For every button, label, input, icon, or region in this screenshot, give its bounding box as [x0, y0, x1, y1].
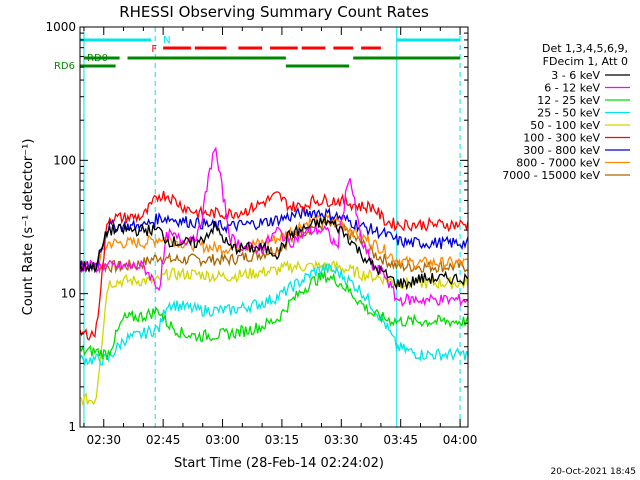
x-axis-label: Start Time (28-Feb-14 02:24:02) — [174, 456, 384, 471]
generation-timestamp: 20-Oct-2021 18:45 — [550, 467, 636, 477]
legend-header-line: FDecim 1, Att 0 — [543, 55, 628, 68]
x-tick-label: 04:00 — [443, 433, 478, 447]
x-tick-label: 03:45 — [383, 433, 418, 447]
series-line-3to6keV — [80, 216, 468, 291]
legend-entry-label: 50 - 100 keV — [530, 119, 600, 132]
status-label-n: N — [163, 35, 170, 46]
legend-entry-label: 300 - 800 keV — [523, 144, 600, 157]
chart-title: RHESSI Observing Summary Count Rates — [119, 3, 429, 21]
series-line-50to100keV — [80, 259, 468, 406]
series-line-6to12keV — [80, 146, 468, 308]
y-tick-label: 10 — [61, 287, 76, 301]
legend-entry-label: 25 - 50 keV — [537, 107, 600, 120]
series-line-100to300keV — [80, 190, 468, 341]
series-line-300to800keV — [80, 206, 468, 273]
legend: Det 1,3,4,5,6,9,FDecim 1, Att 03 - 6 keV… — [502, 42, 630, 182]
x-tick-label: 02:45 — [146, 433, 181, 447]
legend-entry-label: 100 - 300 keV — [523, 132, 600, 145]
series-line-800to7000keV — [80, 212, 468, 273]
status-label-f: F — [151, 44, 157, 55]
x-tick-label: 03:30 — [324, 433, 359, 447]
x-tick-label: 03:15 — [265, 433, 300, 447]
y-tick-label: 1000 — [45, 20, 76, 34]
status-label-rd6: RD6 — [54, 61, 75, 72]
x-tick-label: 03:00 — [205, 433, 240, 447]
legend-entry-label: 800 - 7000 keV — [516, 157, 600, 170]
series-line-7000to15000keV — [80, 218, 468, 275]
y-tick-label: 1 — [68, 420, 76, 434]
y-tick-label: 100 — [53, 153, 76, 167]
series-line-25to50keV — [80, 262, 468, 366]
status-label-rd0: RD0 — [87, 53, 108, 64]
series-line-12to25keV — [80, 271, 468, 360]
legend-entry-label: 12 - 25 keV — [537, 94, 600, 107]
legend-entry-label: 6 - 12 keV — [544, 82, 600, 95]
legend-header-line: Det 1,3,4,5,6,9, — [542, 42, 628, 55]
y-axis-label: Count Rate (s⁻¹ detector⁻¹) — [21, 139, 36, 316]
legend-entry-label: 7000 - 15000 keV — [502, 169, 600, 182]
legend-entry-label: 3 - 6 keV — [551, 69, 600, 82]
x-tick-label: 02:30 — [86, 433, 121, 447]
plot-frame — [79, 26, 469, 428]
